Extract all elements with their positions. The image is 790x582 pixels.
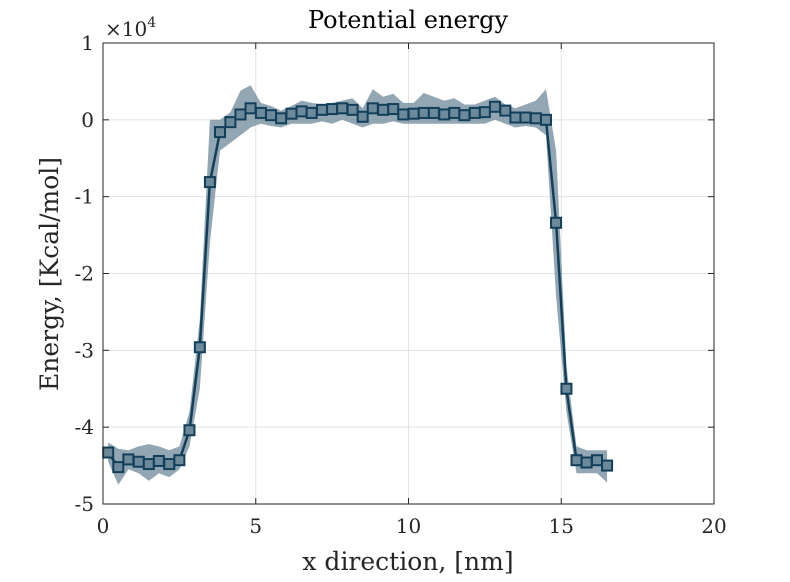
data-point-marker xyxy=(336,102,349,115)
data-point-marker xyxy=(407,107,420,120)
y-axis-exponent-power: 4 xyxy=(147,15,156,31)
data-point-marker xyxy=(122,453,135,466)
x-tick-label: 10 xyxy=(396,514,421,538)
data-point-marker xyxy=(346,103,359,116)
data-point-marker xyxy=(448,106,461,119)
y-tick-label: 1 xyxy=(81,31,94,55)
data-point-marker xyxy=(244,102,257,115)
data-point-marker xyxy=(478,106,491,119)
y-axis-exponent: ×104 xyxy=(105,15,156,41)
x-tick-label: 15 xyxy=(549,514,574,538)
data-point-marker xyxy=(488,100,501,113)
data-point-marker xyxy=(539,113,552,126)
x-tick-label: 0 xyxy=(97,514,110,538)
data-point-marker xyxy=(142,458,155,471)
data-point-marker xyxy=(499,104,512,117)
data-point-marker xyxy=(468,106,481,119)
y-tick-label: -1 xyxy=(75,185,94,209)
y-tick-label: -5 xyxy=(75,492,94,516)
y-tick-label: -3 xyxy=(75,338,94,362)
x-tick-label: 5 xyxy=(249,514,262,538)
data-point-marker xyxy=(356,110,369,123)
data-point-marker xyxy=(234,108,247,121)
data-point-marker xyxy=(366,102,379,115)
data-point-marker xyxy=(152,454,165,467)
data-point-marker xyxy=(224,116,237,129)
data-point-marker xyxy=(377,103,390,116)
data-point-marker xyxy=(590,454,603,467)
data-point-marker xyxy=(417,106,430,119)
data-point-marker xyxy=(265,109,278,122)
x-tick-label: 20 xyxy=(701,514,726,538)
data-point-marker xyxy=(427,106,440,119)
data-point-marker xyxy=(132,455,145,468)
data-point-marker xyxy=(550,216,563,229)
data-point-marker xyxy=(601,459,614,472)
data-point-marker xyxy=(102,446,115,459)
chart-title: Potential energy xyxy=(308,6,509,34)
data-point-marker xyxy=(214,126,227,139)
data-point-marker xyxy=(163,458,176,471)
data-point-marker xyxy=(173,454,186,467)
data-point-marker xyxy=(519,111,532,124)
data-point-marker xyxy=(580,456,593,469)
data-point-marker xyxy=(570,454,583,467)
data-point-marker xyxy=(438,108,451,121)
x-axis-label: x direction, [nm] xyxy=(302,547,513,576)
data-point-marker xyxy=(458,109,471,122)
y-tick-label: -2 xyxy=(75,262,94,286)
y-tick-label: -4 xyxy=(75,415,94,439)
data-point-marker xyxy=(326,103,339,116)
data-point-marker xyxy=(112,461,125,474)
data-point-marker xyxy=(203,176,216,189)
data-point-marker xyxy=(285,107,298,120)
data-point-marker xyxy=(509,111,522,124)
data-point-marker xyxy=(387,103,400,116)
data-point-marker xyxy=(397,108,410,121)
data-point-marker xyxy=(529,112,542,125)
data-point-marker xyxy=(316,103,329,116)
y-axis-label: Energy, [Kcal/mol] xyxy=(35,157,64,391)
y-tick-label: 0 xyxy=(81,108,94,132)
data-point-marker xyxy=(193,341,206,354)
data-point-marker xyxy=(254,106,267,119)
data-point-marker xyxy=(305,106,318,119)
data-point-marker xyxy=(560,382,573,395)
data-point-marker xyxy=(183,424,196,437)
y-axis-exponent-base: ×10 xyxy=(105,17,147,41)
axis-ticks xyxy=(102,42,715,505)
data-point-marker xyxy=(275,112,288,125)
data-point-marker xyxy=(295,105,308,118)
